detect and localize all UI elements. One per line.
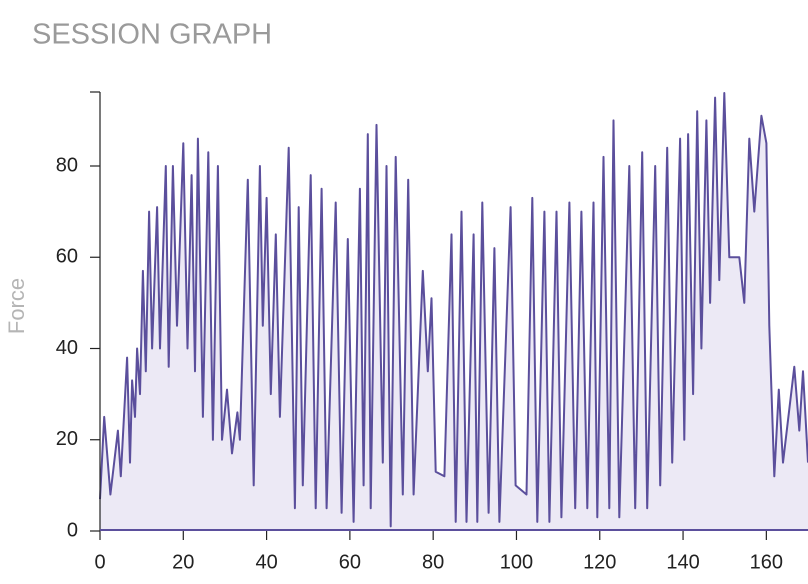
x-tick-label: 80 — [422, 551, 444, 573]
x-tick-label: 0 — [94, 551, 105, 573]
chart-title: SESSION GRAPH — [32, 19, 272, 51]
y-tick-label: 20 — [56, 428, 78, 450]
y-axis-label: Force — [4, 278, 29, 334]
area — [100, 93, 808, 531]
x-tick-label: 100 — [500, 551, 533, 573]
x-tick-label: 20 — [172, 551, 194, 573]
x-tick-label: 160 — [750, 551, 783, 573]
x-tick-label: 120 — [583, 551, 616, 573]
y-tick-label: 40 — [56, 337, 78, 359]
y-tick-label: 0 — [67, 519, 78, 541]
x-tick-label: 40 — [255, 551, 277, 573]
line — [99, 92, 808, 528]
x-tick-label: 140 — [666, 551, 699, 573]
y-tick-label: 60 — [56, 246, 78, 268]
x-tick-label: 60 — [339, 551, 361, 573]
y-tick-label: 80 — [56, 154, 78, 176]
